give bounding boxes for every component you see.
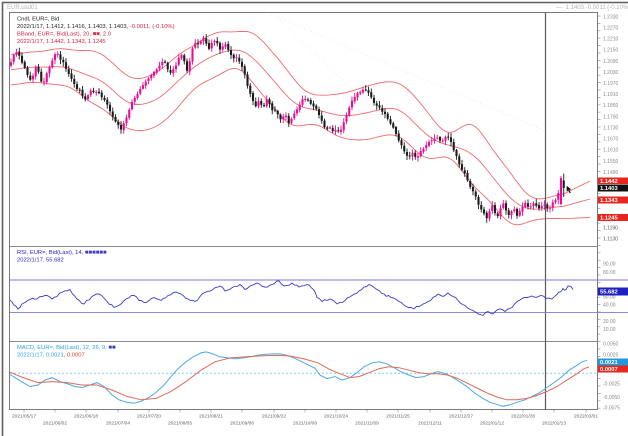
svg-text:1.1190: 1.1190 — [603, 225, 618, 231]
svg-text:2021/07/20: 2021/07/20 — [137, 414, 161, 420]
svg-text:1.1910: 1.1910 — [603, 92, 619, 98]
svg-text:-0.0025: -0.0025 — [603, 382, 620, 388]
svg-text:10.00: 10.00 — [603, 327, 616, 333]
svg-text:2022/01/12: 2022/01/12 — [480, 421, 504, 427]
svg-text:2021/08/21: 2021/08/21 — [199, 414, 223, 420]
svg-text:1.1970: 1.1970 — [603, 81, 619, 87]
svg-text:55.682: 55.682 — [600, 290, 618, 296]
svg-text:2022/1/17, 55.682: 2022/1/17, 55.682 — [17, 258, 64, 264]
svg-text:2021/08/05: 2021/08/05 — [168, 421, 192, 427]
svg-text:2021/05/17: 2021/05/17 — [12, 414, 36, 420]
svg-text:1.1850: 1.1850 — [603, 103, 619, 109]
svg-text:2021/06/02: 2021/06/02 — [43, 421, 67, 427]
svg-text:EUR.usd01: EUR.usd01 — [7, 5, 38, 11]
svg-text:2021/12/27: 2021/12/27 — [449, 414, 473, 420]
svg-text:1.1550: 1.1550 — [603, 159, 619, 165]
svg-text:90.00: 90.00 — [603, 262, 616, 268]
svg-text:-0.0075: -0.0075 — [603, 406, 620, 412]
svg-text:2021/11/09: 2021/11/09 — [355, 421, 379, 427]
svg-text:2022/1/17, 1.1442, 1.1343, 1.1: 2022/1/17, 1.1442, 1.1343, 1.1245 — [17, 39, 106, 45]
svg-text:2022/01/28: 2022/01/28 — [511, 414, 535, 420]
svg-text:0.0021: 0.0021 — [600, 360, 619, 366]
svg-text:2021/09/06: 2021/09/06 — [230, 421, 254, 427]
svg-text:2021/11/25: 2021/11/25 — [386, 414, 410, 420]
svg-text:1.1670: 1.1670 — [603, 137, 619, 143]
svg-text:1.1343: 1.1343 — [600, 198, 619, 204]
svg-text:1.2330: 1.2330 — [603, 14, 619, 20]
svg-text:0.0050: 0.0050 — [603, 342, 619, 348]
svg-text:RSI, EUR=, Bid(Last), 14, ■■■: RSI, EUR=, Bid(Last), 14, ■■■■■■ — [17, 250, 107, 256]
svg-text:1.1490: 1.1490 — [603, 170, 619, 176]
svg-text:0.0025: 0.0025 — [603, 353, 619, 359]
svg-text:1.2210: 1.2210 — [603, 37, 619, 43]
svg-text:2021/06/18: 2021/06/18 — [74, 414, 98, 420]
svg-text:1.1610: 1.1610 — [603, 148, 619, 154]
svg-text:2022/02/13: 2022/02/13 — [542, 421, 566, 427]
svg-text:1.1190: 1.1190 — [603, 225, 618, 231]
svg-text:2021/07/04: 2021/07/04 — [106, 421, 130, 427]
svg-text:1.1130: 1.1130 — [603, 237, 618, 243]
svg-text:1.2150: 1.2150 — [603, 48, 619, 54]
svg-text:20.00: 20.00 — [603, 319, 616, 325]
svg-text:2022/03/01: 2022/03/01 — [574, 414, 598, 420]
svg-text:Cndl, EUR=, Bid: Cndl, EUR=, Bid — [17, 17, 59, 23]
svg-text:MACD, EUR=, Bid(Last), 12, 26: MACD, EUR=, Bid(Last), 12, 26, 9, ■■ — [17, 345, 116, 351]
svg-text:80.00: 80.00 — [603, 270, 616, 276]
svg-text:1.1245: 1.1245 — [600, 216, 619, 222]
svg-text:2022/1/17, 0.0021, 0.0007: 2022/1/17, 0.0021, 0.0007 — [17, 353, 85, 359]
svg-text:50.00: 50.00 — [603, 294, 616, 300]
svg-text:1.2270: 1.2270 — [603, 25, 619, 31]
svg-text:-0.0050: -0.0050 — [603, 395, 620, 401]
svg-text:2021/12/11: 2021/12/11 — [418, 421, 442, 427]
svg-text:1.1730: 1.1730 — [603, 125, 619, 131]
svg-text:1.1130: 1.1130 — [603, 237, 618, 243]
svg-text:2021/09/22: 2021/09/22 — [262, 414, 286, 420]
svg-text:1.1790: 1.1790 — [603, 114, 619, 120]
svg-text:BBand, EUR=, Bid(Last), 20, ■: BBand, EUR=, Bid(Last), 20, ■■, 2.0 — [17, 32, 111, 38]
svg-text:1.1403: 1.1403 — [600, 186, 619, 192]
svg-text:1.2030: 1.2030 — [603, 70, 619, 76]
svg-text:2021/10/24: 2021/10/24 — [324, 414, 348, 420]
svg-text:40.00: 40.00 — [603, 302, 616, 308]
svg-text:2021/10/08: 2021/10/08 — [293, 421, 317, 427]
svg-text:—· 1.1403 -0.0011 (-0.10%): —· 1.1403 -0.0011 (-0.10%) — [556, 5, 628, 11]
svg-text:1.2090: 1.2090 — [603, 59, 619, 65]
svg-text:0.0007: 0.0007 — [600, 367, 618, 373]
svg-text:1.1442: 1.1442 — [600, 179, 618, 185]
svg-text:2022/1/17, 1.1412, 1.1416, 1.1: 2022/1/17, 1.1412, 1.1416, 1.1403, 1.140… — [17, 24, 175, 30]
